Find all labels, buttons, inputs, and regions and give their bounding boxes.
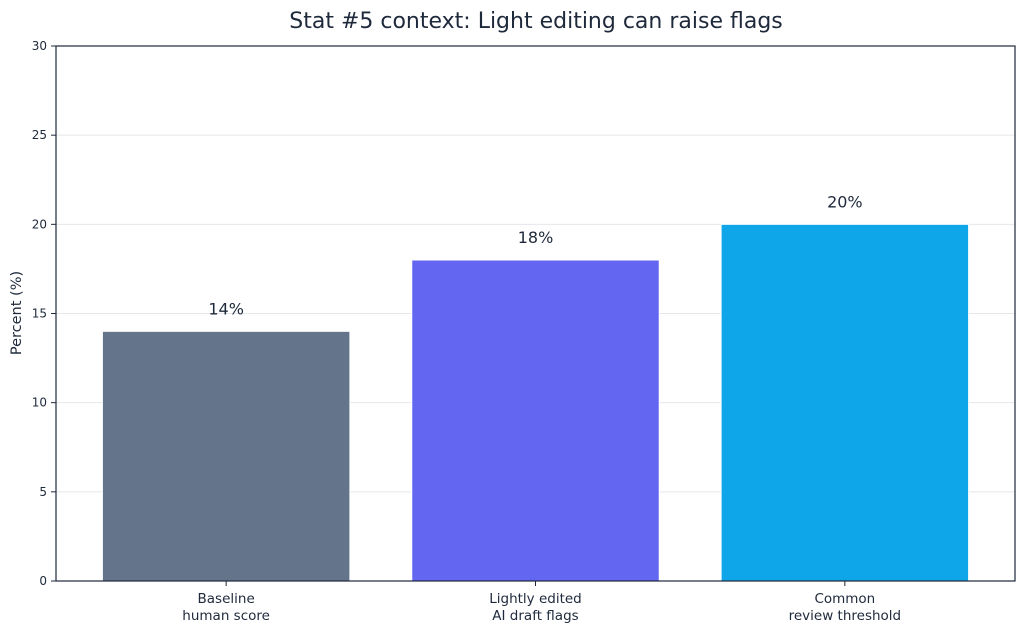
axes	[51, 45, 1016, 586]
x-tick-label: AI draft flags	[492, 608, 578, 624]
bar-value-label: 20%	[827, 192, 863, 211]
x-tick-label: human score	[182, 608, 270, 624]
bar	[411, 259, 660, 582]
y-tick-label: 30	[32, 39, 47, 53]
bar-value-label: 14%	[208, 299, 244, 318]
bar	[101, 330, 351, 582]
bar	[720, 223, 970, 582]
x-tick-label: Baseline	[198, 591, 255, 607]
y-tick-label: 15	[32, 307, 47, 321]
y-tick-label: 0	[39, 574, 47, 588]
x-tick-label: Common	[814, 591, 875, 607]
y-axis-label: Percent (%)	[9, 271, 25, 355]
x-tick-label: Lightly edited	[489, 591, 582, 607]
y-tick-label: 10	[32, 396, 47, 410]
y-tick-label: 20	[32, 217, 47, 231]
chart-title: Stat #5 context: Light editing can raise…	[289, 9, 783, 34]
x-tick-label: review threshold	[789, 608, 902, 624]
bar-value-label: 18%	[518, 228, 554, 247]
y-tick-label: 25	[32, 128, 47, 142]
bars	[101, 223, 970, 582]
y-tick-label: 5	[39, 485, 47, 499]
plot-frame	[55, 45, 1016, 582]
